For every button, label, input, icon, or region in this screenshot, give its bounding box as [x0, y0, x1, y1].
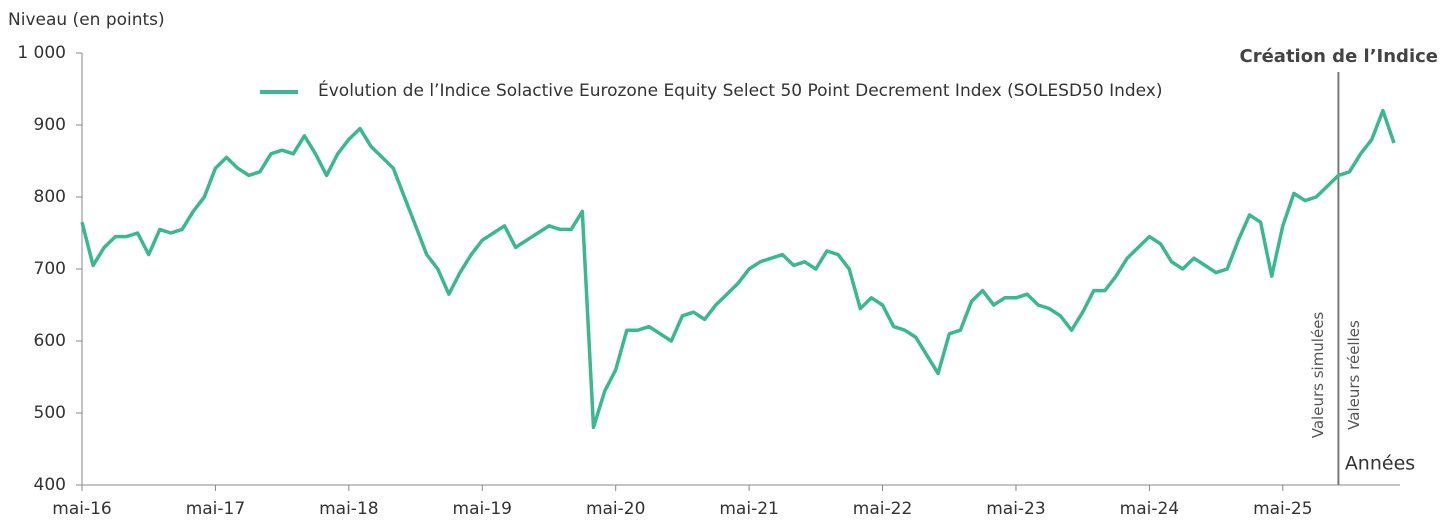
annotation-left: Valeurs simulées: [1309, 312, 1327, 439]
y-tick-label: 1 000: [17, 43, 66, 63]
y-axis-label: Niveau (en points): [8, 10, 165, 30]
y-tick-label: 800: [34, 187, 66, 207]
x-tick-label: mai-25: [1253, 499, 1312, 519]
x-tick-label: mai-18: [319, 499, 378, 519]
y-tick-label: 600: [34, 331, 66, 351]
y-tick-label: 400: [34, 475, 66, 495]
y-tick-label: 700: [34, 259, 66, 279]
series-line: [80, 108, 1396, 430]
x-tick-label: mai-23: [986, 499, 1045, 519]
x-tick-label: mai-16: [52, 499, 111, 519]
x-tick-label: mai-17: [186, 499, 245, 519]
x-axis-label: Années: [1345, 453, 1415, 475]
y-tick-label: 500: [34, 403, 66, 423]
x-tick-label: mai-22: [853, 499, 912, 519]
x-tick-label: mai-20: [586, 499, 645, 519]
annotation-right: Valeurs réelles: [1345, 320, 1363, 430]
x-tick-label: mai-24: [1120, 499, 1179, 519]
y-tick-label: 900: [34, 115, 66, 135]
legend-label: Évolution de l’Indice Solactive Eurozone…: [318, 79, 1163, 101]
x-tick-label: mai-21: [719, 499, 778, 519]
x-tick-label: mai-19: [453, 499, 512, 519]
annotation-title: Création de l’Indice: [1240, 46, 1438, 67]
